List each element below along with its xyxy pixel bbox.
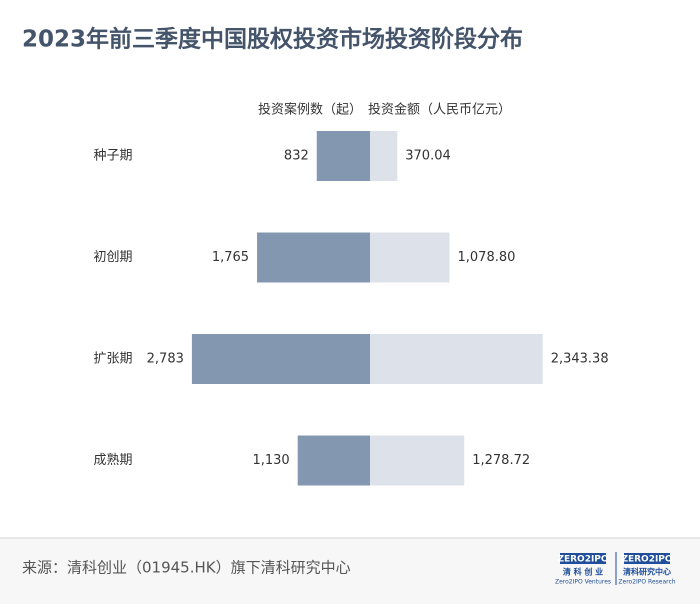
data-label: 1,765 [212,250,249,265]
logo-mark: ZERO2IPO [621,555,672,565]
bar [316,131,370,181]
data-label: 2,783 [147,352,184,367]
logo-name: 清科研究中心 [623,567,671,577]
logo-badge [560,553,606,564]
logo-mark: ZERO2IPO [557,555,608,565]
legend-label: 投资金额（人民币亿元） [368,102,511,118]
footer-background [0,539,700,604]
category-label: 成熟期 [93,452,132,468]
category-label: 种子期 [93,149,132,164]
data-label: 832 [284,149,309,164]
logo: ZERO2IPO 清 科 创 业 Zero2IPO Ventures ZERO2… [555,552,676,586]
bar [370,232,450,283]
data-label: 2,343.38 [551,352,609,367]
bar [370,334,543,384]
bar [191,334,370,384]
data-label: 1,130 [252,453,289,468]
chart-title: 2023年前三季度中国股权投资市场投资阶段分布 [22,26,523,53]
logo-name: 清 科 创 业 [563,567,603,577]
logo-badge [624,553,670,564]
data-label: 1,078.80 [458,250,516,265]
logo-sub: Zero2IPO Ventures [555,579,611,586]
data-label: 370.04 [405,149,451,164]
bar [297,435,370,486]
category-label: 初创期 [93,250,132,265]
category-label: 扩张期 [93,352,132,367]
logo-sub: Zero2IPO Research [618,579,675,586]
bar [370,131,398,181]
data-label: 1,278.72 [472,453,530,468]
legend-label: 投资案例数（起） [258,102,362,118]
source: 来源：清科创业（01945.HK）旗下清科研究中心 [22,559,351,577]
bar [370,435,465,486]
bar [257,232,370,283]
